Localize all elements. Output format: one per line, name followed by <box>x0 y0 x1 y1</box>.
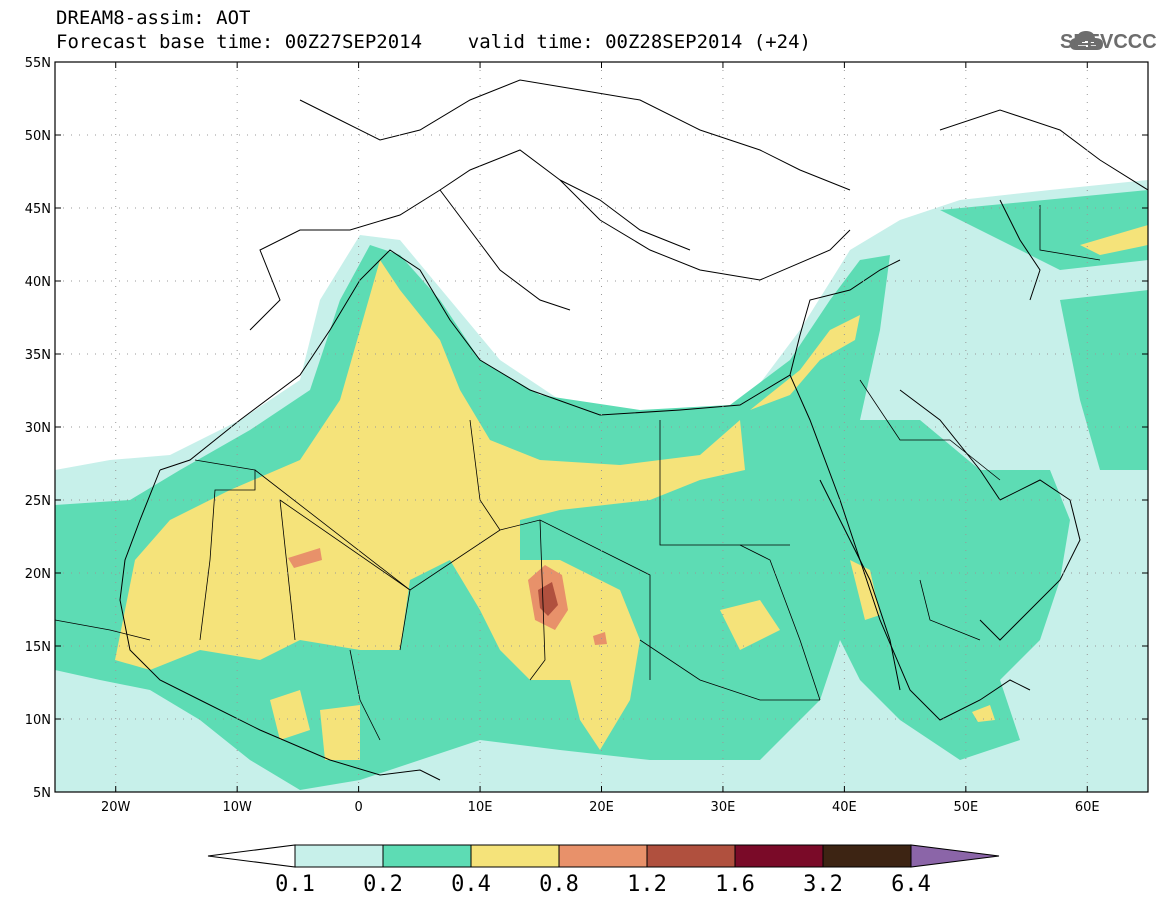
colorbar-swatch <box>558 844 648 868</box>
lon-label: 40E <box>832 800 857 815</box>
lat-label: 40N <box>25 275 51 290</box>
colorbar-under-arrow <box>207 844 296 868</box>
coastlines <box>119 79 1148 781</box>
colorbar-swatch <box>734 844 824 868</box>
lat-label: 5N <box>33 786 51 801</box>
aot-band-0.2-arabia <box>1060 290 1148 470</box>
colorbar-label: 3.2 <box>803 872 843 897</box>
colorbar-label: 6.4 <box>891 872 931 897</box>
chart-title: DREAM8-assim: AOT <box>56 7 251 29</box>
colorbar-over-arrow <box>910 844 1000 868</box>
aot-band-0.4-redsea <box>850 560 880 620</box>
aot-band-0.4-sinai <box>750 315 860 410</box>
lat-label: 20N <box>25 567 51 582</box>
logo-text: SEEVCCC <box>1060 31 1157 53</box>
aot-band-0.4-somalia <box>972 705 995 722</box>
lon-label: 30E <box>711 800 736 815</box>
lon-label: 20E <box>589 800 614 815</box>
lon-label: 10W <box>222 800 252 815</box>
colorbar: 0.1 0.2 0.4 0.8 1.2 1.6 3.2 6.4 <box>207 844 1000 897</box>
aot-band-0.4 <box>115 260 745 750</box>
colorbar-label: 0.8 <box>539 872 579 897</box>
aot-band-0.4-nigeria <box>320 705 360 760</box>
colorbar-label: 0.2 <box>363 872 403 897</box>
graticule <box>55 62 1148 792</box>
colorbar-label: 1.2 <box>627 872 667 897</box>
aot-band-0.4-caspian <box>1080 225 1148 255</box>
lon-label: 60E <box>1075 800 1100 815</box>
colorbar-swatch <box>646 844 736 868</box>
colorbar-swatch <box>382 844 472 868</box>
colorbar-swatch <box>294 844 384 868</box>
borders <box>55 205 1101 741</box>
aot-band-0.4-guinea <box>270 690 310 740</box>
map-axes: 5N 10N 15N 20N 25N 30N 35N 40N 45N 50N 55N 20W 10W 0 1… <box>25 56 1148 815</box>
lon-label: 10E <box>468 800 493 815</box>
colorbar-swatch <box>822 844 912 868</box>
forecast-time-line: Forecast base time: 00Z27SEP2014 valid t… <box>56 31 811 53</box>
lat-label: 55N <box>25 56 51 71</box>
colorbar-swatch <box>470 844 560 868</box>
lat-label: 15N <box>25 640 51 655</box>
lon-label: 50E <box>953 800 978 815</box>
colorbar-label: 0.1 <box>275 872 315 897</box>
lat-label: 25N <box>25 494 51 509</box>
cloud-logo-icon <box>1070 31 1103 50</box>
lat-label: 45N <box>25 202 51 217</box>
lon-label: 20W <box>101 800 131 815</box>
aot-band-0.4-sudan <box>720 600 780 650</box>
aot-band-0.2 <box>55 245 1070 790</box>
lat-label: 50N <box>25 129 51 144</box>
colorbar-label: 1.6 <box>715 872 755 897</box>
lat-label: 10N <box>25 713 51 728</box>
aot-band-0.8-sudan <box>593 632 607 645</box>
lat-label: 30N <box>25 421 51 436</box>
colorbar-label: 0.4 <box>451 872 491 897</box>
lon-label: 0 <box>354 800 362 815</box>
aot-band-0.8-mali <box>288 548 322 568</box>
lat-label: 35N <box>25 348 51 363</box>
